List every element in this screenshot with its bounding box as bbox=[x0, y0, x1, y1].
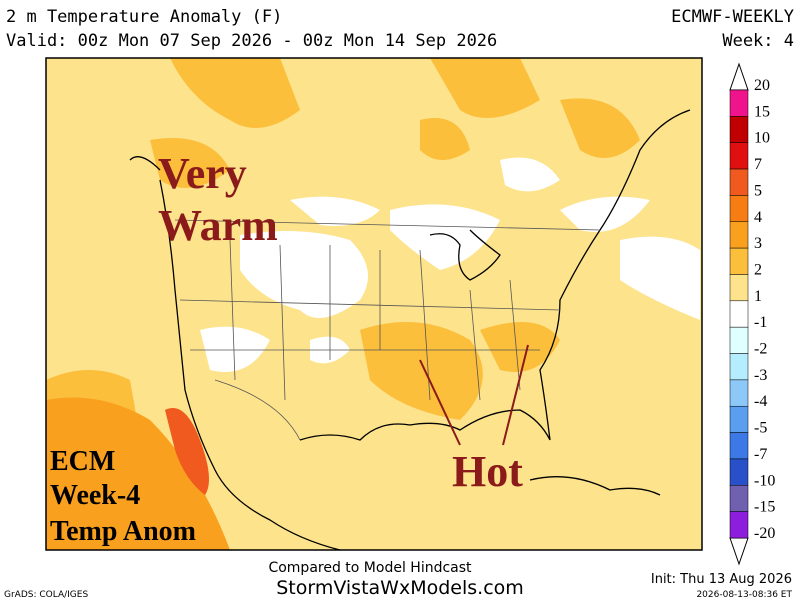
map-label: Week-4 bbox=[50, 480, 140, 511]
colorbar-swatch bbox=[729, 168, 749, 196]
week: Week: 4 bbox=[722, 31, 794, 51]
footer-site: StormVistaWxModels.com bbox=[276, 577, 524, 599]
colorbar-label: 10 bbox=[754, 130, 770, 147]
colorbar: 20 15 10 7 5 4 3 2 1 -1 -2 -3 -4 -5 -7 -10 -15 -20 bbox=[729, 62, 775, 566]
colorbar-swatch bbox=[729, 326, 749, 354]
colorbar-label: -4 bbox=[754, 393, 767, 410]
colorbar-swatch bbox=[729, 458, 749, 486]
colorbar-swatch bbox=[729, 300, 749, 328]
colorbar-swatch bbox=[729, 511, 749, 539]
colorbar-label: 4 bbox=[754, 209, 762, 226]
colorbar-swatch bbox=[729, 89, 749, 117]
colorbar-label: -7 bbox=[754, 446, 767, 463]
colorbar-label: -5 bbox=[754, 420, 767, 437]
colorbar-label: -3 bbox=[754, 367, 767, 384]
region bbox=[200, 157, 700, 372]
colorbar-label: -20 bbox=[754, 525, 775, 542]
annotation: Hot bbox=[452, 447, 523, 496]
colorbar-swatch bbox=[729, 485, 749, 512]
region bbox=[165, 408, 209, 495]
colorbar-swatch bbox=[729, 195, 749, 223]
colorbar-label: 3 bbox=[754, 235, 762, 252]
colorbar-swatch bbox=[729, 247, 749, 275]
valid-time: Valid: 00z Mon 07 Sep 2026 - 00z Mon 14 … bbox=[6, 31, 497, 51]
footer-note: Compared to Model Hindcast bbox=[268, 560, 472, 576]
colorbar-swatch bbox=[729, 116, 749, 143]
colorbar-arrow bbox=[729, 62, 749, 91]
colorbar-swatch bbox=[729, 379, 749, 407]
map-frame bbox=[45, 57, 703, 551]
colorbar-swatch bbox=[729, 353, 749, 381]
map-label: ECM bbox=[50, 446, 115, 477]
colorbar-label: -15 bbox=[754, 499, 775, 516]
colorbar-arrow bbox=[729, 537, 749, 566]
colorbar-label: 5 bbox=[754, 182, 762, 199]
region bbox=[46, 397, 230, 550]
annotation-line bbox=[419, 359, 461, 446]
colorbar-swatch bbox=[729, 432, 749, 460]
colorbar-swatch bbox=[729, 142, 749, 170]
colorbar-label: 2 bbox=[754, 261, 762, 278]
footer-grads: GrADS: COLA/IGES bbox=[4, 590, 88, 600]
borders bbox=[174, 219, 601, 441]
colorbar-label: -10 bbox=[754, 472, 775, 489]
colorbar-label: 15 bbox=[754, 103, 770, 120]
map: Very Warm Hot ECM Week-4 Temp Anom bbox=[45, 57, 703, 551]
annotation: Warm bbox=[158, 201, 278, 250]
footer-stamp: 2026-08-13-08:36 ET bbox=[696, 590, 792, 600]
region bbox=[46, 58, 640, 550]
annotation: Very bbox=[158, 149, 247, 198]
map-label: Temp Anom bbox=[50, 516, 196, 547]
coastlines bbox=[129, 109, 691, 550]
model: ECMWF-WEEKLY bbox=[671, 7, 794, 27]
title: 2 m Temperature Anomaly (F) bbox=[6, 7, 282, 27]
colorbar-label: -2 bbox=[754, 341, 767, 358]
colorbar-swatch bbox=[729, 221, 749, 249]
colorbar-label: 1 bbox=[754, 288, 762, 305]
colorbar-label: 20 bbox=[754, 77, 770, 94]
colorbar-swatch bbox=[729, 274, 749, 302]
colorbar-swatch bbox=[729, 405, 749, 433]
annotation-line bbox=[502, 344, 529, 446]
footer-init: Init: Thu 13 Aug 2026 bbox=[651, 572, 792, 587]
colorbar-label: 7 bbox=[754, 156, 762, 173]
colorbar-label: -1 bbox=[754, 314, 767, 331]
